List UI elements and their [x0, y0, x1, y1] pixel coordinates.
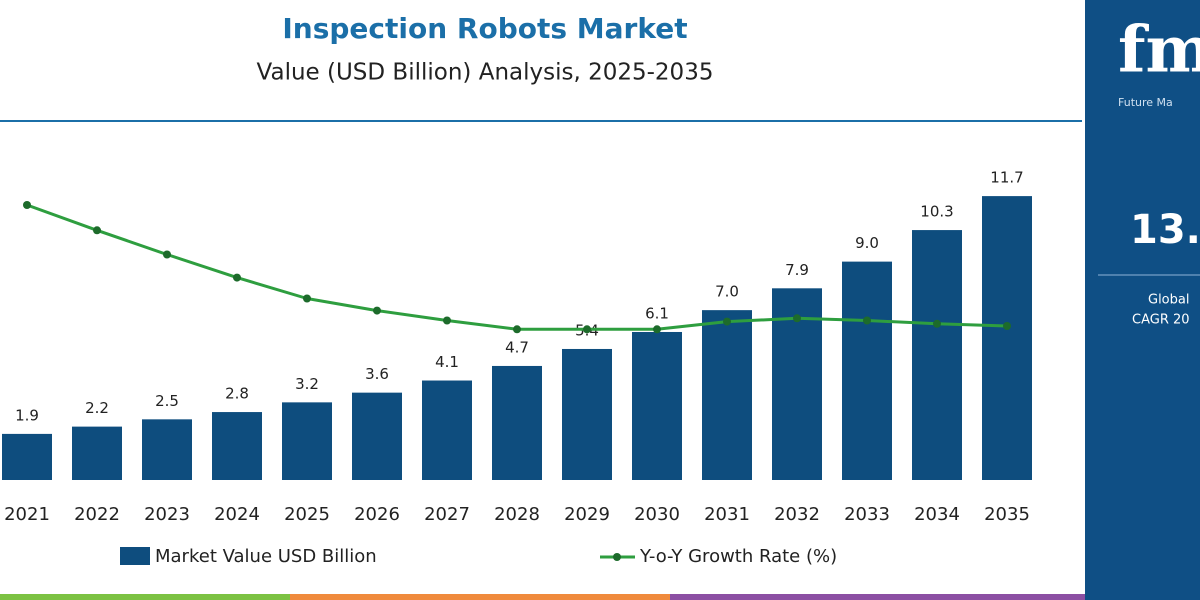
x-tick-label: 2022 [74, 504, 120, 525]
x-tick-label: 2025 [284, 504, 330, 525]
side-panel [1085, 0, 1200, 600]
x-tick-label: 2024 [214, 504, 260, 525]
x-tick-label: 2030 [634, 504, 680, 525]
chart-title: Inspection Robots Market [282, 12, 687, 45]
bar [72, 426, 122, 480]
value-label: 9.0 [855, 234, 879, 252]
bar [352, 392, 402, 480]
cagr-value: 13.9 [1130, 207, 1200, 253]
value-label: 1.9 [15, 406, 39, 424]
footer-strip [290, 594, 670, 600]
value-label: 6.1 [645, 304, 669, 322]
growth-point [583, 325, 591, 334]
x-tick-label: 2034 [914, 504, 960, 525]
x-tick-label: 2023 [144, 504, 190, 525]
growth-point [93, 226, 101, 235]
value-label: 3.6 [365, 365, 389, 383]
growth-point [863, 316, 871, 325]
x-tick-label: 2033 [844, 504, 890, 525]
x-tick-label: 2031 [704, 504, 750, 525]
bar [282, 402, 332, 480]
cagr-label: Global [1148, 293, 1189, 308]
growth-point [933, 319, 941, 328]
bar [912, 230, 962, 480]
value-label: 11.7 [990, 169, 1023, 187]
value-label: 7.9 [785, 261, 809, 279]
value-label: 2.8 [225, 385, 249, 403]
x-tick-label: 2029 [564, 504, 610, 525]
chart-subtitle: Value (USD Billion) Analysis, 2025-2035 [257, 60, 714, 86]
x-tick-label: 2032 [774, 504, 820, 525]
value-label: 2.5 [155, 392, 179, 410]
logo: fmi [1118, 13, 1200, 88]
legend-swatch [120, 547, 150, 565]
value-label: 10.3 [920, 203, 953, 221]
growth-point [163, 250, 171, 259]
brand: Future Ma [1118, 96, 1173, 109]
bar [212, 412, 262, 480]
growth-point [1003, 322, 1011, 330]
footer-strip [0, 594, 290, 600]
growth-point [373, 306, 381, 315]
growth-point [513, 325, 521, 334]
growth-point [653, 325, 661, 334]
growth-point [303, 294, 311, 303]
growth-point [23, 201, 31, 209]
growth-point [233, 273, 241, 282]
bar [842, 261, 892, 480]
x-tick-label: 2021 [4, 504, 50, 525]
value-label: 4.7 [505, 338, 529, 356]
legend-label: Market Value USD Billion [155, 546, 377, 567]
cagr-period: CAGR 20 [1132, 313, 1190, 328]
growth-point [443, 316, 451, 325]
value-label: 2.2 [85, 399, 109, 417]
x-tick-label: 2027 [424, 504, 470, 525]
bar [702, 310, 752, 480]
bar [422, 380, 472, 480]
legend-swatch [613, 553, 621, 561]
growth-point [723, 317, 731, 326]
value-label: 7.0 [715, 283, 739, 301]
x-tick-label: 2035 [984, 504, 1030, 525]
x-tick-label: 2028 [494, 504, 540, 525]
growth-point [793, 314, 801, 323]
bar [2, 433, 52, 480]
bar [492, 365, 542, 480]
bar [632, 331, 682, 480]
value-label: 3.2 [295, 375, 319, 393]
legend-label: Y-o-Y Growth Rate (%) [639, 546, 837, 567]
bar [142, 419, 192, 480]
bar [982, 196, 1032, 480]
bar [562, 348, 612, 480]
value-label: 4.1 [435, 353, 459, 371]
x-tick-label: 2026 [354, 504, 400, 525]
footer-strip [670, 594, 1085, 600]
